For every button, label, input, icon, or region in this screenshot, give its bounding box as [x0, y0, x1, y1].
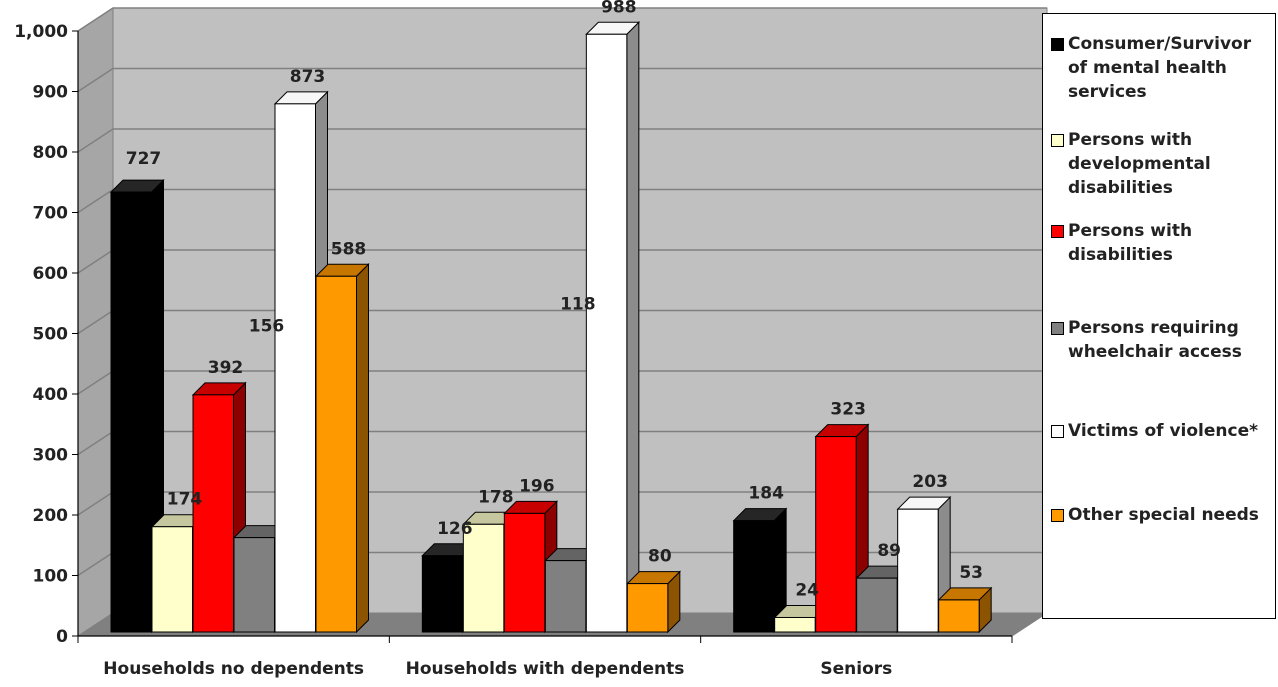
- bar: [896, 495, 952, 634]
- y-tick-label: 700: [33, 204, 69, 224]
- bar-front: [462, 523, 505, 633]
- data-label: 392: [208, 358, 244, 378]
- legend-item-victims-of-violence: Victims of violence*: [1051, 419, 1275, 443]
- bar-front: [110, 191, 152, 633]
- legend-label: Persons requiring wheelchair access: [1068, 318, 1242, 362]
- legend-label: Persons with disabilities: [1068, 221, 1193, 265]
- data-label: 988: [601, 0, 637, 17]
- bar-front: [192, 394, 234, 633]
- bars: [109, 21, 993, 634]
- bar-front: [544, 560, 587, 633]
- legend-item-other-special-needs: Other special needs: [1051, 503, 1275, 527]
- data-label: 727: [126, 149, 162, 169]
- bar-front: [897, 508, 939, 633]
- data-label: 89: [877, 541, 901, 561]
- data-label: 80: [648, 547, 672, 567]
- bar-front: [274, 103, 316, 633]
- data-label: 203: [912, 472, 948, 492]
- legend-item-consumer-survivor: Consumer/Survivor of mental health servi…: [1051, 32, 1275, 104]
- bar: [626, 570, 682, 634]
- legend-swatch: [1051, 225, 1064, 238]
- gridline: [77, 67, 1047, 93]
- y-tick-label: 100: [33, 567, 69, 587]
- y-tick-label: 1,000: [14, 22, 68, 42]
- bar-front: [733, 520, 775, 633]
- gridline: [77, 128, 1047, 153]
- legend-item-developmental-disabilities: Persons with developmental disabilities: [1051, 128, 1275, 200]
- legend-swatch: [1051, 322, 1064, 335]
- legend-label: Other special needs: [1068, 505, 1259, 525]
- axes: [72, 30, 1013, 643]
- bar: [585, 21, 641, 634]
- bar-front: [421, 555, 464, 633]
- legend: Consumer/Survivor of mental health servi…: [1042, 13, 1276, 619]
- bar-side: [626, 21, 640, 634]
- data-label: 174: [167, 490, 203, 510]
- legend-swatch: [1051, 425, 1064, 438]
- data-label: 873: [290, 67, 326, 87]
- y-tick-label: 0: [56, 627, 68, 647]
- bar: [732, 507, 788, 634]
- bar: [814, 423, 870, 634]
- bar-front: [233, 537, 275, 633]
- legend-swatch: [1051, 509, 1064, 522]
- legend-label: Victims of violence*: [1068, 421, 1259, 441]
- bar-front: [503, 512, 546, 633]
- y-tick-label: 400: [33, 385, 69, 405]
- data-label: 178: [478, 487, 514, 507]
- data-label: 323: [830, 400, 866, 420]
- legend-item-wheelchair-access: Persons requiring wheelchair access: [1051, 316, 1275, 364]
- y-tick-label: 300: [33, 446, 69, 466]
- legend-label: Consumer/Survivor of mental health servi…: [1068, 34, 1252, 102]
- bar-front: [815, 436, 857, 633]
- bar: [314, 263, 370, 634]
- y-tick-label: 200: [33, 506, 69, 526]
- bar-front: [856, 577, 898, 633]
- y-tick-label: 800: [33, 143, 69, 163]
- bar-side: [356, 263, 369, 634]
- x-tick-label: Seniors: [820, 659, 892, 679]
- gridline: [77, 7, 1047, 32]
- x-tick-label: Households with dependents: [406, 659, 685, 679]
- data-label: 118: [560, 295, 596, 315]
- y-tick-label: 600: [33, 264, 69, 284]
- bar-front: [774, 616, 816, 633]
- bar-front: [626, 583, 669, 633]
- y-tick-label: 500: [33, 325, 69, 345]
- y-tick-label: 900: [33, 83, 69, 103]
- data-label: 588: [331, 239, 367, 259]
- data-label: 126: [437, 519, 473, 539]
- bar-front: [151, 526, 193, 633]
- bar: [937, 586, 993, 634]
- x-tick-label: Households no dependents: [103, 659, 364, 679]
- data-label: 184: [748, 484, 784, 504]
- tick-labels: 0 100 200 300 400 500 600 700 800 900 1,000 Househo…: [14, 22, 892, 679]
- bar-front: [585, 33, 628, 633]
- bar: [855, 564, 911, 634]
- data-label: 24: [795, 580, 819, 600]
- data-label: 156: [249, 317, 285, 337]
- legend-swatch: [1051, 134, 1064, 147]
- legend-label: Persons with developmental disabilities: [1068, 130, 1211, 198]
- legend-item-disabilities: Persons with disabilities: [1051, 219, 1275, 267]
- data-label: 196: [519, 476, 555, 496]
- legend-swatch: [1051, 38, 1064, 51]
- bar-front: [938, 599, 980, 633]
- data-label: 53: [959, 563, 983, 583]
- bar-front: [315, 275, 357, 633]
